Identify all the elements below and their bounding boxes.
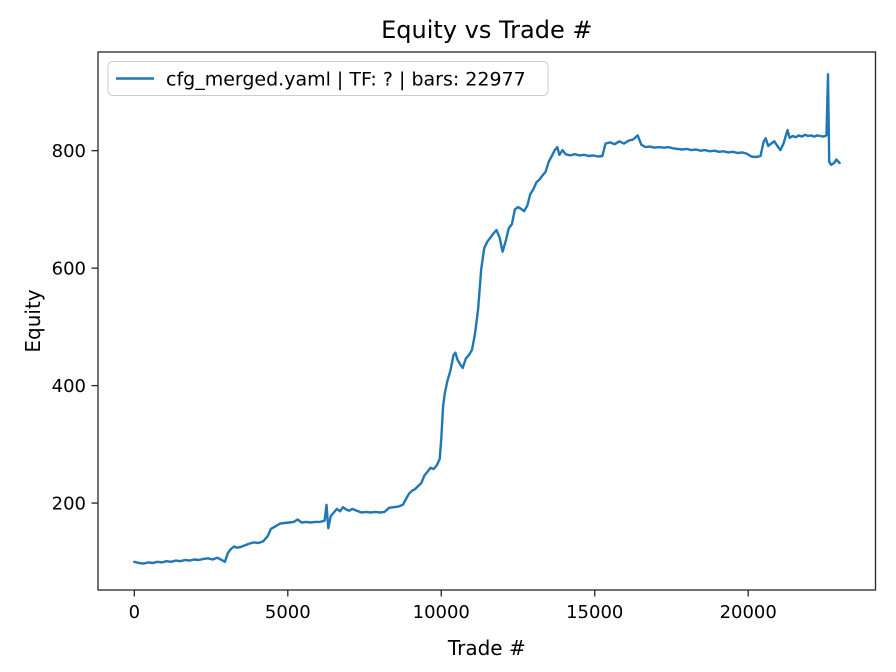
- plot-area: [98, 52, 876, 590]
- chart-title: Equity vs Trade #: [381, 16, 592, 44]
- x-tick-label: 5000: [265, 602, 311, 623]
- x-ticks: 0 5000 10000 15000 20000: [129, 590, 777, 623]
- x-tick-label: 0: [129, 602, 140, 623]
- y-axis-label: Equity: [21, 289, 45, 352]
- x-tick-label: 15000: [566, 602, 623, 623]
- x-axis-label: Trade #: [447, 636, 526, 660]
- y-tick-label: 400: [52, 376, 86, 397]
- y-tick-label: 600: [52, 259, 86, 280]
- y-tick-label: 200: [52, 494, 86, 515]
- legend-label: cfg_merged.yaml | TF: ? | bars: 22977: [166, 69, 526, 91]
- y-tick-label: 800: [52, 141, 86, 162]
- y-ticks: 200 400 600 800: [52, 141, 98, 515]
- legend-box: [107, 61, 549, 96]
- x-tick-label: 10000: [413, 602, 470, 623]
- x-tick-label: 20000: [720, 602, 777, 623]
- axes-spines: [97, 51, 877, 591]
- equity-line: [133, 73, 841, 565]
- legend: cfg_merged.yaml | TF: ? | bars: 22977: [107, 61, 549, 96]
